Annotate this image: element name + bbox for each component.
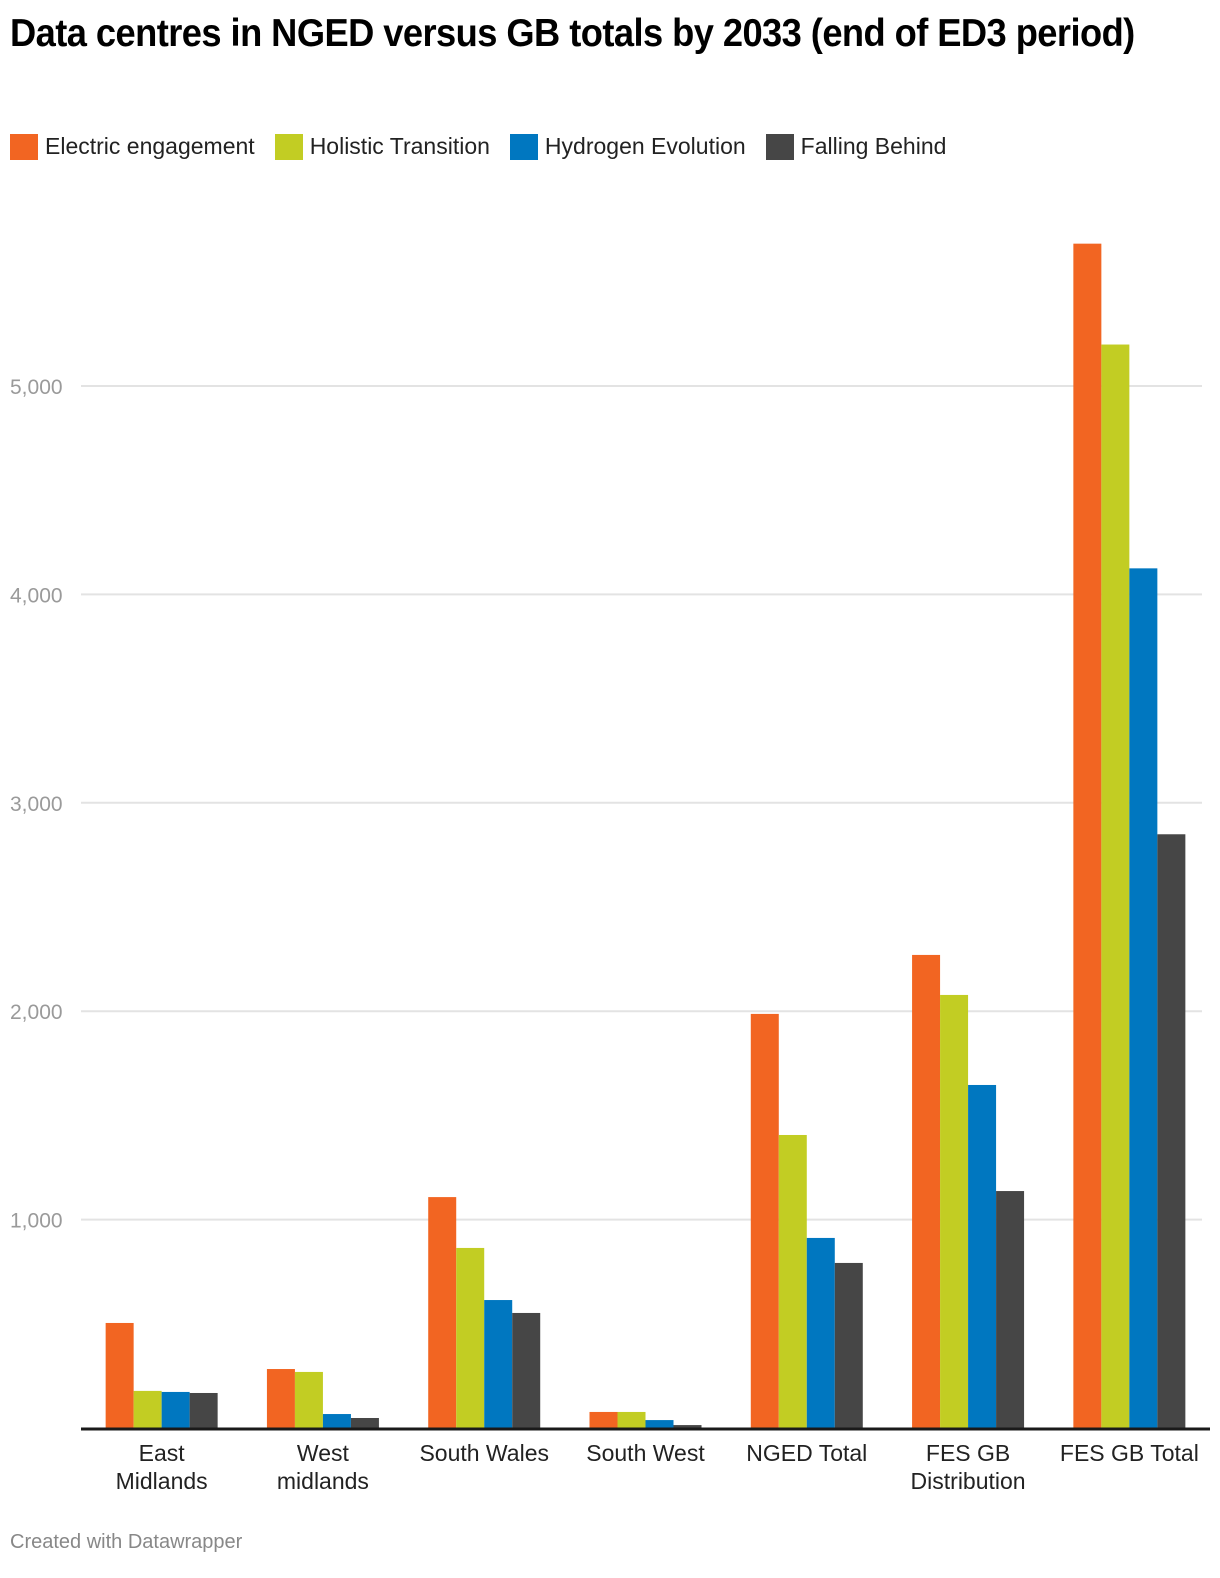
legend-swatch-orange	[10, 133, 38, 160]
legend-swatch-green	[274, 133, 303, 160]
bar-group	[266, 1369, 379, 1428]
bar	[940, 994, 969, 1428]
legend-label: Holistic Transition	[309, 133, 490, 159]
x-tick-label: East	[139, 1440, 186, 1466]
bar	[266, 1369, 295, 1428]
bar	[645, 1420, 674, 1428]
x-tick-label: West	[297, 1440, 350, 1466]
bar	[673, 1425, 702, 1428]
bar	[428, 1197, 457, 1428]
bar-group	[105, 1322, 218, 1428]
footer-credit: Created with Datawrapper	[10, 1531, 243, 1553]
bar-group	[750, 1013, 863, 1428]
bar	[778, 1134, 807, 1428]
bar	[912, 954, 941, 1428]
bar	[294, 1371, 323, 1428]
bar	[589, 1411, 618, 1428]
x-tick-label: South Wales	[419, 1440, 549, 1466]
bar	[1073, 243, 1102, 1428]
x-tick-label: NGED Total	[746, 1440, 867, 1466]
y-tick-label: 4,000	[10, 584, 63, 607]
legend-item-falling-behind: Falling Behind	[765, 133, 947, 160]
y-axis-labels: 1,000 2,000 3,000 4,000 5,000	[10, 376, 63, 1233]
bar	[617, 1411, 646, 1428]
legend-label: Hydrogen Evolution	[544, 133, 746, 159]
bar	[456, 1247, 485, 1428]
legend: Electric engagement Holistic Transition …	[10, 133, 966, 160]
bar	[834, 1262, 863, 1428]
y-tick-label: 2,000	[10, 1001, 63, 1024]
x-tick-label: Distribution	[911, 1468, 1026, 1494]
legend-item-holistic-transition: Holistic Transition	[274, 133, 490, 160]
x-tick-label: Midlands	[116, 1468, 208, 1494]
bar	[996, 1191, 1025, 1428]
legend-swatch-gray	[765, 133, 794, 160]
bar	[133, 1390, 162, 1428]
bar	[512, 1312, 541, 1428]
y-tick-label: 1,000	[10, 1210, 63, 1233]
gridlines	[81, 385, 1202, 1221]
legend-label: Electric engagement	[45, 133, 255, 159]
bar	[1101, 344, 1130, 1428]
bar	[105, 1322, 134, 1428]
x-tick-label: FES GB Total	[1060, 1440, 1199, 1466]
chart-title: Data centres in NGED versus GB totals by…	[10, 12, 1135, 55]
bar	[968, 1084, 997, 1428]
y-tick-label: 3,000	[10, 793, 63, 816]
x-tick-label: South West	[586, 1440, 705, 1466]
x-tick-label: midlands	[277, 1468, 369, 1494]
legend-swatch-blue	[509, 133, 538, 160]
bar-group	[912, 954, 1025, 1428]
bar	[189, 1392, 218, 1428]
bar	[806, 1237, 835, 1428]
bar	[1157, 834, 1186, 1428]
bar-group	[589, 1411, 702, 1428]
legend-item-electric-engagement: Electric engagement	[10, 133, 255, 160]
bar	[161, 1391, 190, 1428]
bars	[105, 243, 1186, 1428]
x-tick-label: FES GB	[926, 1440, 1010, 1466]
legend-item-hydrogen-evolution: Hydrogen Evolution	[509, 133, 746, 160]
bar	[750, 1013, 779, 1428]
bar-group	[428, 1197, 541, 1428]
bar	[484, 1300, 513, 1428]
bar	[322, 1414, 351, 1428]
bar	[1129, 568, 1158, 1428]
y-tick-label: 5,000	[10, 376, 63, 399]
bar	[350, 1417, 379, 1428]
bar-group	[1073, 243, 1186, 1428]
legend-label: Falling Behind	[800, 133, 947, 159]
